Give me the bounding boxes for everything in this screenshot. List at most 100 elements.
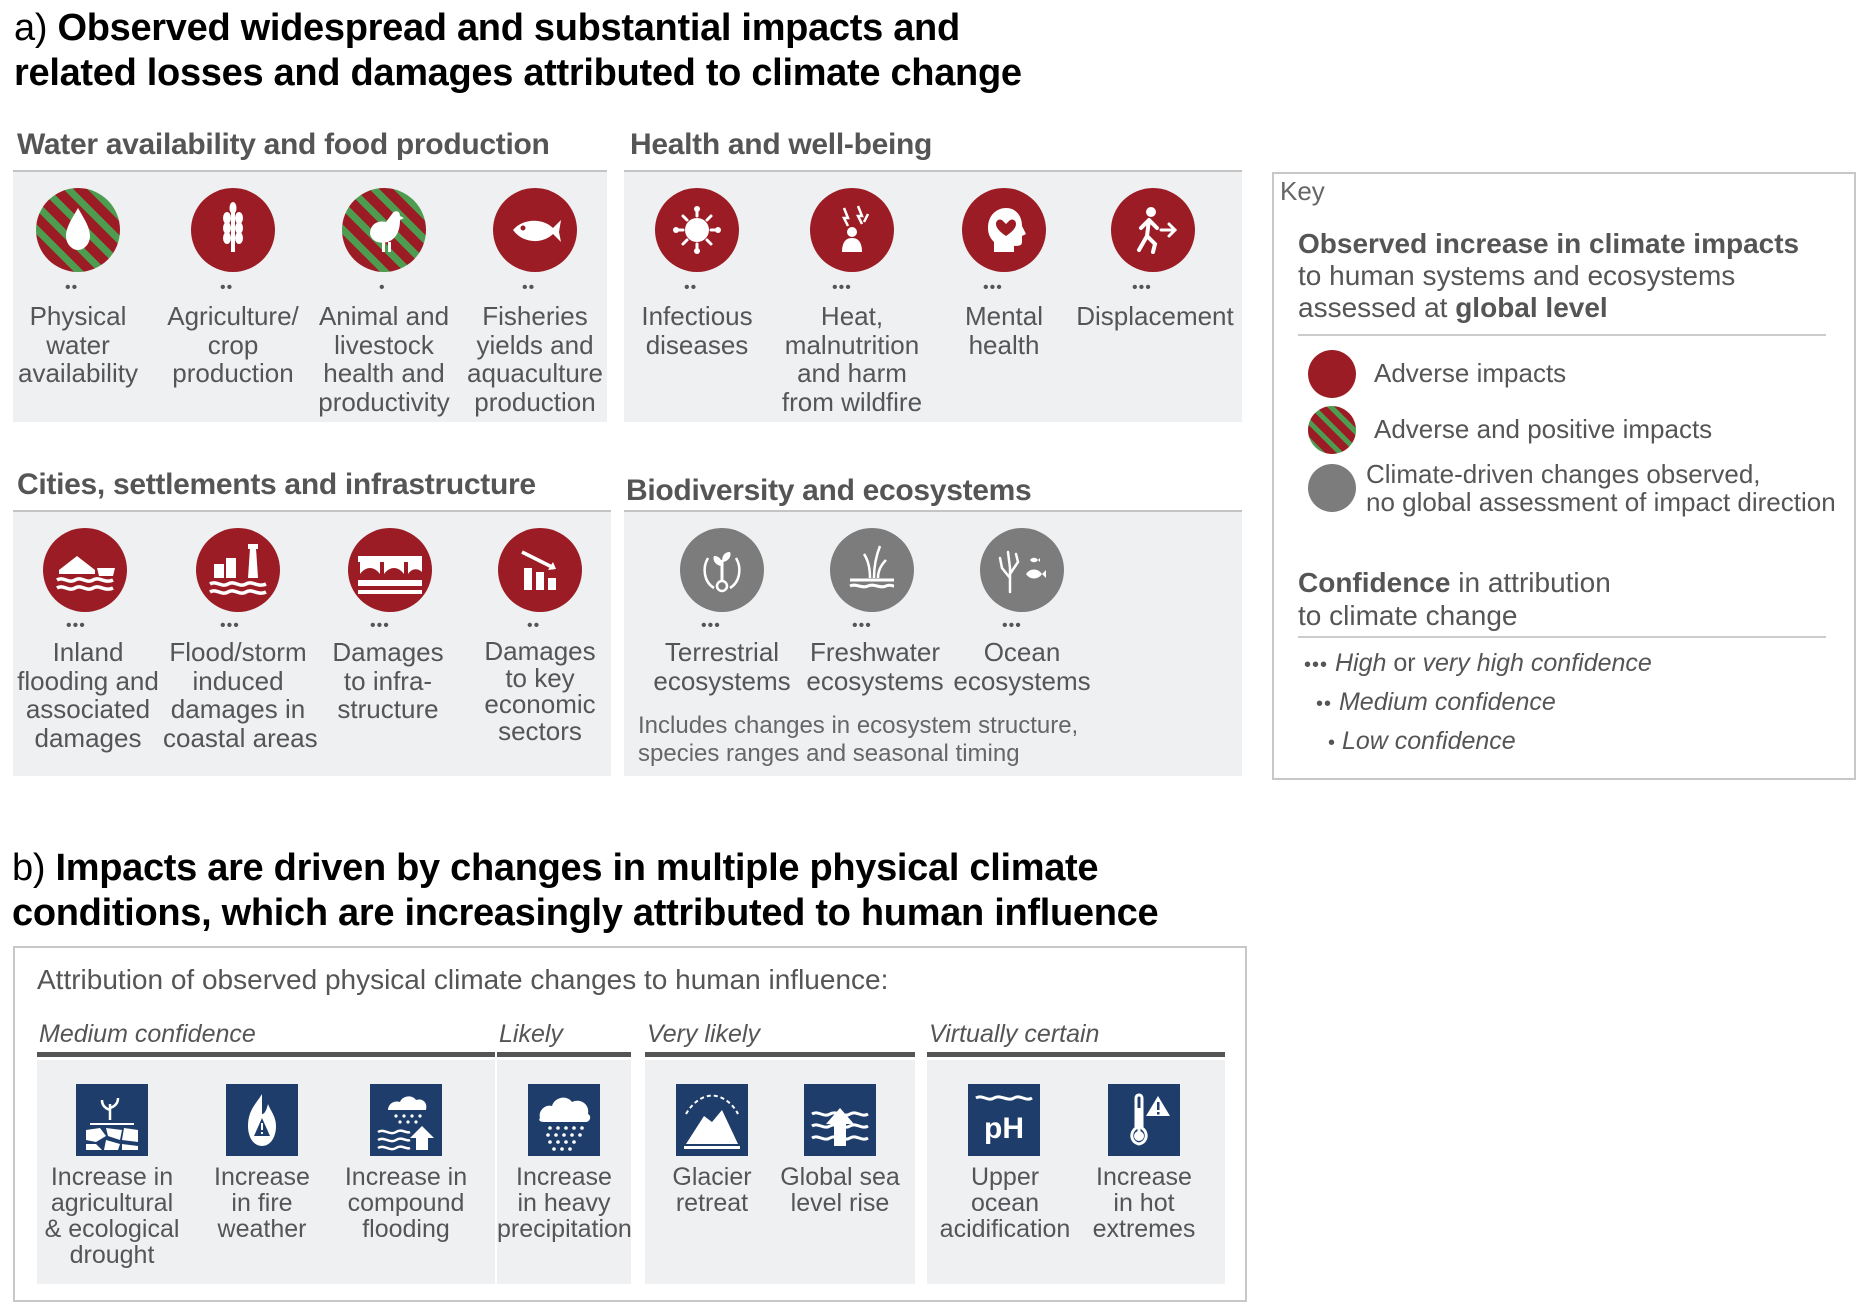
confidence-level-high: ••• High or very high confidence (1304, 649, 1652, 677)
impact-circle-freshwater (830, 528, 914, 612)
impact-circle-animal-livestock (342, 188, 426, 272)
impact-circle-heat (810, 188, 894, 272)
glacier-icon (676, 1084, 748, 1156)
chicken-icon (370, 211, 404, 252)
key-divider (1298, 636, 1826, 638)
tile-label-mental-health: Mental health (964, 301, 1044, 360)
thermometer-icon (1108, 1084, 1180, 1156)
legend-swatch-climate-driven (1308, 464, 1356, 512)
key-legend: Key Observed increase in climate impacts… (1272, 172, 1856, 780)
group-title-very-likely: Very likely (647, 1020, 760, 1048)
flooded-house-icon (56, 556, 115, 591)
tile-label-inland-flooding: Inland flooding and associated damages (17, 637, 159, 753)
tile-label-freshwater: Freshwater ecosystems (806, 637, 944, 696)
compound-flooding-icon (370, 1084, 442, 1156)
panel-a-title-line1: Observed widespread and substantial impa… (57, 7, 960, 49)
confidence-level-medium: •• Medium confidence (1316, 688, 1556, 716)
legend-label-climate-driven: Climate-driven changes observed, no glob… (1366, 459, 1836, 517)
impact-circle-inland-flooding (43, 528, 127, 612)
tile-label-coastal: Flood/storm induced damages in coastal a… (163, 637, 318, 753)
tile-label-agriculture: Agriculture/ crop production (167, 301, 299, 388)
heat-person-icon (841, 205, 870, 252)
tile-label-animal-livestock: Animal and livestock health and producti… (318, 301, 450, 417)
confidence-dots: ••• (983, 279, 1003, 296)
group-title-likely: Likely (499, 1020, 563, 1048)
panel-a-letter: a) (14, 7, 48, 49)
drought-icon (76, 1084, 148, 1156)
reeds-icon (849, 545, 895, 589)
attribution-box: Attribution of observed physical climate… (13, 946, 1247, 1302)
coral-fish-icon (998, 550, 1046, 594)
tile-label-physical-water: Physical water availability (18, 301, 138, 388)
confidence-dots: ••• (1002, 617, 1022, 634)
impact-circle-mental-health (962, 188, 1046, 272)
panel-a-title-line2: related losses and damages attributed to… (14, 52, 1022, 94)
panel-a-title: a) Observed widespread and substantial i… (14, 6, 1022, 96)
key-title: Key (1280, 176, 1325, 206)
confidence-dots: ••• (220, 617, 240, 634)
attribution-intro: Attribution of observed physical climate… (37, 964, 889, 995)
confidence-dots: • (1328, 732, 1336, 754)
group-bar-medium-confidence (37, 1052, 495, 1057)
impact-circle-infrastructure (348, 528, 432, 612)
group-heading-cities: Cities, settlements and infrastructure (17, 468, 536, 501)
tile-label-infectious: Infectious diseases (641, 301, 753, 360)
sea-level-rise-icon (804, 1084, 876, 1156)
panel-b-title: b) Impacts are driven by changes in mult… (12, 846, 1159, 936)
declining-chart-icon (521, 550, 556, 590)
panel-b-title-line2: conditions, which are increasingly attri… (12, 892, 1159, 934)
confidence-dots: ••• (370, 617, 390, 634)
legend-label-adverse: Adverse impacts (1374, 358, 1567, 388)
group-bar-likely (497, 1052, 631, 1057)
group-title-medium-confidence: Medium confidence (39, 1020, 256, 1048)
impact-circle-displacement (1111, 188, 1195, 272)
impact-circle-coastal (196, 528, 280, 612)
item-label-heavy-precipitation: Increase in heavy precipitation (497, 1163, 632, 1243)
biodiversity-note: Includes changes in ecosystem structure,… (638, 712, 1079, 767)
item-label-compound-flooding: Increase in compound flooding (344, 1163, 468, 1243)
key-divider (1298, 334, 1826, 336)
confidence-heading: Confidence in attribution to climate cha… (1298, 567, 1611, 631)
svg-text:pH: pH (984, 1112, 1024, 1145)
virus-icon (673, 206, 721, 254)
item-label-ocean-acidification: Upper ocean acidification (939, 1163, 1071, 1243)
heavy-rain-icon (528, 1084, 600, 1156)
panel-b-title-line1: Impacts are driven by changes in multipl… (55, 847, 1099, 889)
item-label-drought: Increase in agricultural & ecological dr… (44, 1163, 180, 1269)
key-heading: Observed increase in climate impacts to … (1298, 228, 1800, 323)
impact-circle-terrestrial (680, 528, 764, 612)
wheat-icon (223, 202, 243, 252)
group-panel-water-food: •• Physical water availability •• Agricu… (13, 170, 607, 422)
legend-swatch-adverse-and-positive (1308, 406, 1356, 454)
water-drop-icon (66, 208, 90, 250)
group-heading-health: Health and well-being (630, 128, 933, 161)
confidence-level-low: • Low confidence (1328, 727, 1516, 755)
group-bar-very-likely (645, 1052, 915, 1057)
plant-cycle-icon (703, 552, 741, 593)
group-panel-health: •• Infectious diseases ••• Heat, malnutr… (624, 170, 1242, 422)
impact-circle-physical-water (36, 188, 120, 272)
confidence-dots: ••• (701, 617, 721, 634)
confidence-dots: • (379, 279, 386, 296)
confidence-dots: •• (527, 617, 541, 634)
impact-circle-economic (498, 528, 582, 612)
ph-icon: pH (968, 1084, 1040, 1156)
group-bar-virtually-certain (927, 1052, 1225, 1057)
confidence-dots: ••• (1304, 654, 1329, 676)
tile-label-fisheries: Fisheries yields and aquaculture product… (467, 301, 603, 417)
confidence-dots: •• (1316, 693, 1333, 715)
group-heading-biodiversity: Biodiversity and ecosystems (626, 474, 1032, 507)
tile-label-heat: Heat, malnutrition and harm from wildfir… (781, 301, 923, 417)
tile-label-ocean: Ocean ecosystems (953, 637, 1091, 696)
legend-swatch-adverse (1308, 350, 1356, 398)
tile-label-terrestrial: Terrestrial ecosystems (653, 637, 791, 696)
impact-circle-infectious (655, 188, 739, 272)
lighthouse-icon (209, 544, 267, 595)
impact-circle-fisheries (493, 188, 577, 272)
tile-label-economic: Damages to key economic sectors (484, 636, 596, 746)
item-label-hot-extremes: Increase in hot extremes (1092, 1163, 1196, 1243)
tile-label-displacement: Displacement (1076, 301, 1234, 331)
legend-label-adverse-and-positive: Adverse and positive impacts (1374, 414, 1713, 444)
impact-circle-agriculture (191, 188, 275, 272)
item-label-sea-level-rise: Global sea level rise (780, 1163, 900, 1217)
